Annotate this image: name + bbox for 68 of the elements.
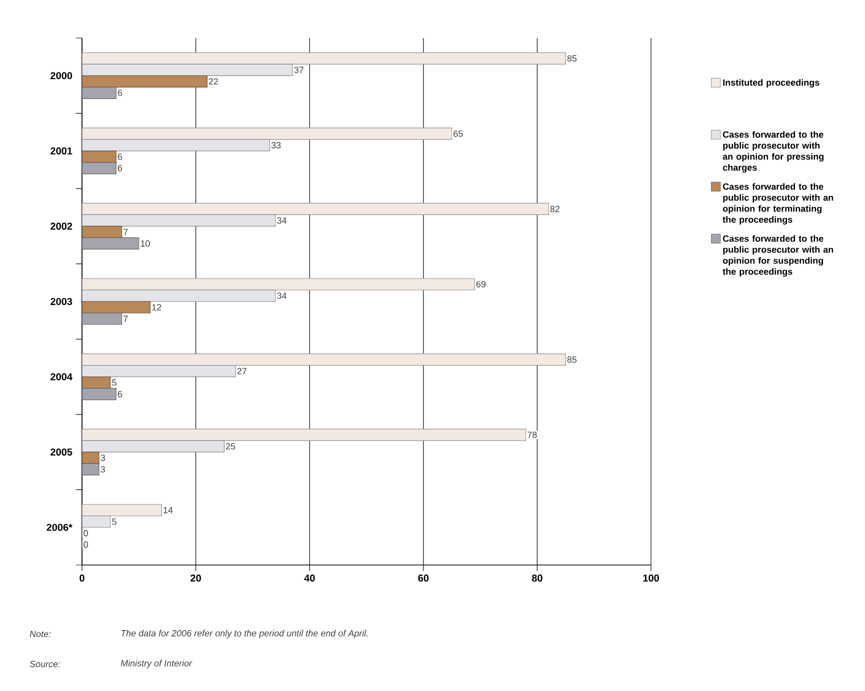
data-label: 33 xyxy=(271,142,281,148)
bar xyxy=(82,150,116,163)
source-note: Source: xyxy=(30,660,60,668)
data-label: 12 xyxy=(152,304,162,310)
legend-label: Cases forwarded to the public prosecutor with an opinion for pressing charges xyxy=(722,131,824,173)
data-label: 37 xyxy=(294,66,304,74)
x-tick-label: 60 xyxy=(418,574,429,582)
bar xyxy=(82,202,549,216)
data-label: 3 xyxy=(100,454,105,462)
bar xyxy=(82,86,116,99)
bar xyxy=(82,376,111,389)
text: Ministry of Interior xyxy=(120,660,192,668)
y-tick-label: 2001 xyxy=(50,147,72,154)
data-label: 85 xyxy=(567,356,577,363)
bar xyxy=(82,312,122,325)
data-label: 82 xyxy=(550,206,560,212)
x-tick-label: 0 xyxy=(80,574,84,582)
data-label: 6 xyxy=(118,390,122,398)
bar xyxy=(82,504,162,516)
data-label: 5 xyxy=(112,518,116,525)
data-label: 3 xyxy=(100,466,105,473)
x-tick-label: 100 xyxy=(643,574,659,582)
bar xyxy=(82,226,122,238)
data-label: 34 xyxy=(277,292,287,299)
y-tick-label: 2005 xyxy=(50,448,72,456)
y-tick-label: 2002 xyxy=(50,222,72,230)
bar xyxy=(82,278,475,290)
bar xyxy=(82,353,566,366)
data-label: 34 xyxy=(277,217,287,224)
data-label: 7 xyxy=(124,228,128,236)
bar xyxy=(82,162,116,174)
data-label: 14 xyxy=(164,507,173,514)
data-label: 7 xyxy=(124,316,128,322)
y-tick-label: 2006* xyxy=(46,524,72,531)
text: Note: xyxy=(30,630,51,638)
x-tick-label: 20 xyxy=(190,574,201,582)
data-label: 5 xyxy=(112,379,116,386)
x-tick-label: 80 xyxy=(532,574,542,582)
bar xyxy=(82,388,116,400)
bar xyxy=(82,452,100,464)
legend-label: Cases forwarded to the public prosecutor with an opinion for terminating the proceedings xyxy=(722,183,834,225)
data-label: 65 xyxy=(454,130,463,137)
y-tick-label: 2003 xyxy=(50,298,72,306)
data-label: 22 xyxy=(208,78,218,85)
bar xyxy=(82,428,526,441)
data-label: 10 xyxy=(140,240,150,247)
y-tick-label: 2000 xyxy=(50,72,72,80)
data-label: 25 xyxy=(226,443,236,450)
text: The data for 2006 refer only to the period until the end of April. xyxy=(121,630,368,638)
data-label: 6 xyxy=(118,90,122,96)
data-label: 6 xyxy=(118,153,122,160)
legend-label: Instituted proceedings xyxy=(723,79,820,88)
bar xyxy=(82,75,208,88)
data-label: 78 xyxy=(528,432,537,438)
bar xyxy=(82,463,100,476)
legend-label: Cases forwarded to the public prosecutor with an opinion for suspending the proceedings xyxy=(722,235,834,277)
data-label: 27 xyxy=(237,368,246,374)
data-label: 0 xyxy=(84,530,88,536)
bar xyxy=(82,52,566,64)
data-label: 69 xyxy=(476,281,486,288)
bar xyxy=(82,301,151,314)
bar xyxy=(82,128,452,140)
data-label: 6 xyxy=(118,164,122,172)
data-label: 85 xyxy=(567,55,577,62)
bar xyxy=(82,237,140,250)
data-label: 0 xyxy=(84,541,88,548)
x-tick-label: 40 xyxy=(304,574,315,582)
y-tick-label: 2004 xyxy=(50,373,72,380)
